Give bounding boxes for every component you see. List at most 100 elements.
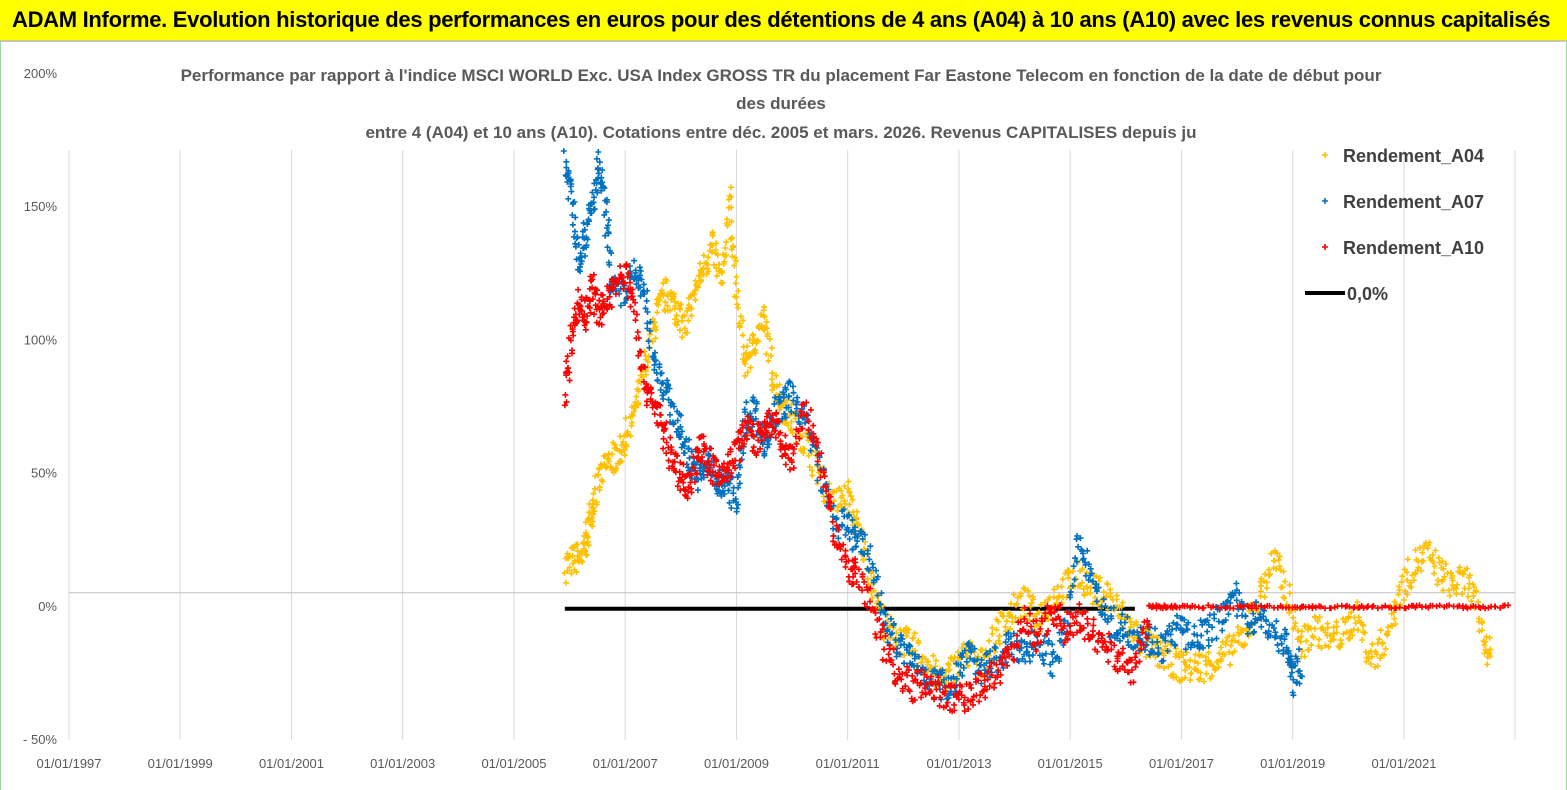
data-point-cluster <box>561 543 578 586</box>
data-point-cluster <box>1479 620 1494 668</box>
data-point-cluster <box>631 264 646 299</box>
data-point-cluster <box>650 349 665 393</box>
data-point-cluster <box>1258 602 1292 611</box>
y-tick-label: 150% <box>24 199 58 214</box>
data-point-cluster <box>570 541 586 576</box>
x-tick-label: 01/01/2003 <box>370 756 435 771</box>
x-tick-label: 01/01/2017 <box>1149 756 1214 771</box>
data-point-cluster <box>788 401 808 471</box>
data-point-cluster <box>830 522 849 570</box>
data-point-cluster <box>1117 611 1137 652</box>
data-point-cluster <box>1242 599 1264 637</box>
data-point-cluster <box>700 232 716 278</box>
data-point-cluster <box>681 287 699 336</box>
data-point-cluster <box>1401 602 1429 612</box>
chart-title-line-3: entre 4 (A04) et 10 ans (A10). Cotations… <box>365 123 1196 142</box>
data-point-cluster <box>1311 613 1332 652</box>
data-point-cluster <box>621 261 636 310</box>
data-point-cluster <box>588 271 603 326</box>
chart-title: Performance par rapport à l'indice MSCI … <box>181 66 1382 142</box>
data-point-cluster <box>1283 581 1305 643</box>
data-point-cluster <box>662 289 679 323</box>
data-point-cluster <box>1034 594 1053 635</box>
data-point-cluster <box>1200 602 1237 612</box>
data-point-cluster <box>1369 602 1403 612</box>
data-point-cluster <box>659 377 674 418</box>
data-point-cluster <box>584 497 597 545</box>
data-point-cluster <box>1354 599 1374 667</box>
x-tick-label: 01/01/2005 <box>481 756 546 771</box>
data-point-cluster <box>843 556 859 588</box>
x-tick-label: 01/01/1999 <box>148 756 213 771</box>
data-point-cluster <box>853 528 874 574</box>
data-point-cluster <box>630 296 647 372</box>
data-point-cluster <box>1173 612 1192 653</box>
y-tick-label: - 50% <box>23 732 57 747</box>
data-point-cluster <box>1034 602 1055 646</box>
x-tick-label: 01/01/2009 <box>704 756 769 771</box>
data-point-cluster <box>1257 550 1278 600</box>
x-tick-label: 01/01/2013 <box>926 756 991 771</box>
data-point-cluster <box>894 663 916 705</box>
report-banner: ADAM Informe. Evolution historique des p… <box>0 0 1567 42</box>
data-point-cluster <box>1187 651 1207 685</box>
data-point-cluster <box>660 419 675 472</box>
data-point-cluster <box>1228 624 1250 657</box>
legend-marker-A04 <box>1322 152 1328 158</box>
data-point-cluster <box>1160 619 1180 654</box>
data-point-cluster <box>867 585 886 663</box>
data-point-cluster <box>1145 624 1167 665</box>
data-point-cluster <box>1076 601 1096 643</box>
x-tick-label: 01/01/2001 <box>259 756 324 771</box>
legend-marker-A10 <box>1322 244 1328 250</box>
data-point-cluster <box>1271 618 1290 657</box>
x-tick-label: 01/01/2019 <box>1260 756 1325 771</box>
data-point-cluster <box>1089 616 1110 655</box>
data-point-cluster <box>677 459 694 502</box>
y-tick-label: 0% <box>38 599 57 614</box>
data-point-cluster <box>761 407 776 441</box>
data-point-cluster <box>581 200 595 251</box>
axis-layer: 01/01/1997 01/01/1999 01/01/2001 01/01/2003… <box>23 66 1436 771</box>
data-point-cluster <box>1289 646 1305 699</box>
data-point-cluster <box>979 659 998 701</box>
data-point-cluster <box>588 461 605 515</box>
data-point-cluster <box>1425 602 1461 611</box>
data-point-cluster <box>1104 604 1124 644</box>
data-point-cluster <box>894 632 915 668</box>
data-point-cluster <box>1289 603 1316 612</box>
data-point-cluster <box>1480 602 1512 612</box>
data-point-cluster <box>1396 556 1416 608</box>
x-tick-label: 01/01/2015 <box>1038 756 1103 771</box>
legend-entry-label: 0,0% <box>1347 284 1388 304</box>
data-point-cluster <box>1234 602 1260 612</box>
data-point-cluster <box>596 291 610 328</box>
data-point-cluster <box>1438 558 1457 599</box>
data-point-cluster <box>750 418 768 459</box>
data-point-cluster <box>1270 547 1290 610</box>
scatter-chart: Performance par rapport à l'indice MSCI … <box>23 66 1516 771</box>
data-point-cluster <box>1077 535 1096 585</box>
data-point-cluster <box>817 450 836 525</box>
y-tick-label: 200% <box>24 66 58 81</box>
data-point-cluster <box>1466 572 1485 634</box>
data-point-cluster <box>1456 602 1484 612</box>
data-point-cluster <box>653 276 670 315</box>
data-point-cluster <box>726 184 739 300</box>
data-point-cluster <box>1104 630 1123 675</box>
data-point-cluster <box>1187 617 1207 652</box>
chart-area: Performance par rapport à l'indice MSCI … <box>0 42 1567 790</box>
data-point-cluster <box>1327 618 1347 651</box>
data-point-cluster <box>1063 609 1081 643</box>
y-tick-label: 100% <box>24 332 58 347</box>
data-point-cluster <box>779 432 796 473</box>
data-point-cluster <box>649 398 665 429</box>
report-title: ADAM Informe. Evolution historique des p… <box>12 7 1551 32</box>
legend-marker-A07 <box>1322 198 1328 204</box>
chart-title-line-1: Performance par rapport à l'indice MSCI … <box>181 66 1382 85</box>
legend-entry-label: Rendement_A04 <box>1343 146 1484 166</box>
data-point-cluster <box>992 646 1012 686</box>
data-point-cluster <box>733 422 749 464</box>
data-point-cluster <box>742 413 757 454</box>
data-point-cluster <box>1048 602 1068 646</box>
